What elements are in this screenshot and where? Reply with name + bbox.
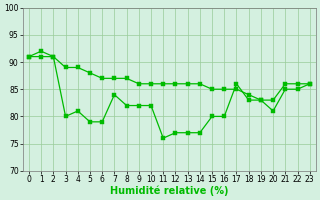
X-axis label: Humidité relative (%): Humidité relative (%) — [110, 185, 228, 196]
